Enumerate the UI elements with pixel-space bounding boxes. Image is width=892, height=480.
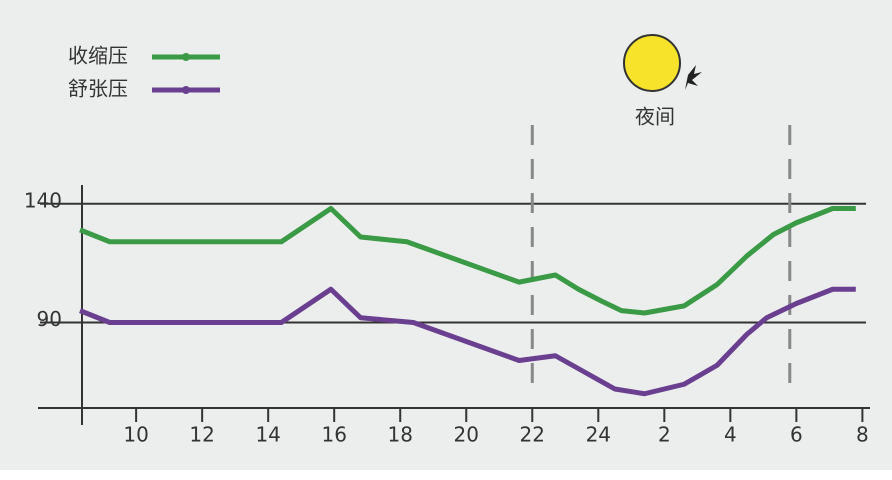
y-tick-label: 90 (37, 307, 62, 331)
x-tick-label: 22 (520, 423, 545, 447)
x-tick-label: 12 (189, 423, 214, 447)
x-tick-label: 4 (724, 423, 737, 447)
x-tick-label: 20 (454, 423, 479, 447)
background (0, 0, 892, 470)
series-line (79, 206, 856, 316)
x-tick-label: 6 (790, 423, 803, 447)
x-tick-label: 8 (856, 423, 869, 447)
x-tick-label: 14 (255, 423, 280, 447)
y-tick-label: 140 (24, 188, 62, 212)
legend-dot (182, 86, 190, 94)
series-line (79, 286, 856, 397)
annotation: 夜间 (635, 105, 675, 129)
legend-label: 收缩压 (68, 44, 128, 68)
sun-icon (623, 34, 681, 92)
x-tick-label: 16 (321, 423, 346, 447)
legend-label: 舒张压 (68, 77, 128, 101)
x-tick-label: 2 (658, 423, 671, 447)
x-tick-label: 18 (387, 423, 412, 447)
x-tick-label: 10 (123, 423, 148, 447)
legend-dot (182, 53, 190, 61)
x-tick-label: 24 (586, 423, 611, 447)
star-icon (685, 65, 702, 90)
